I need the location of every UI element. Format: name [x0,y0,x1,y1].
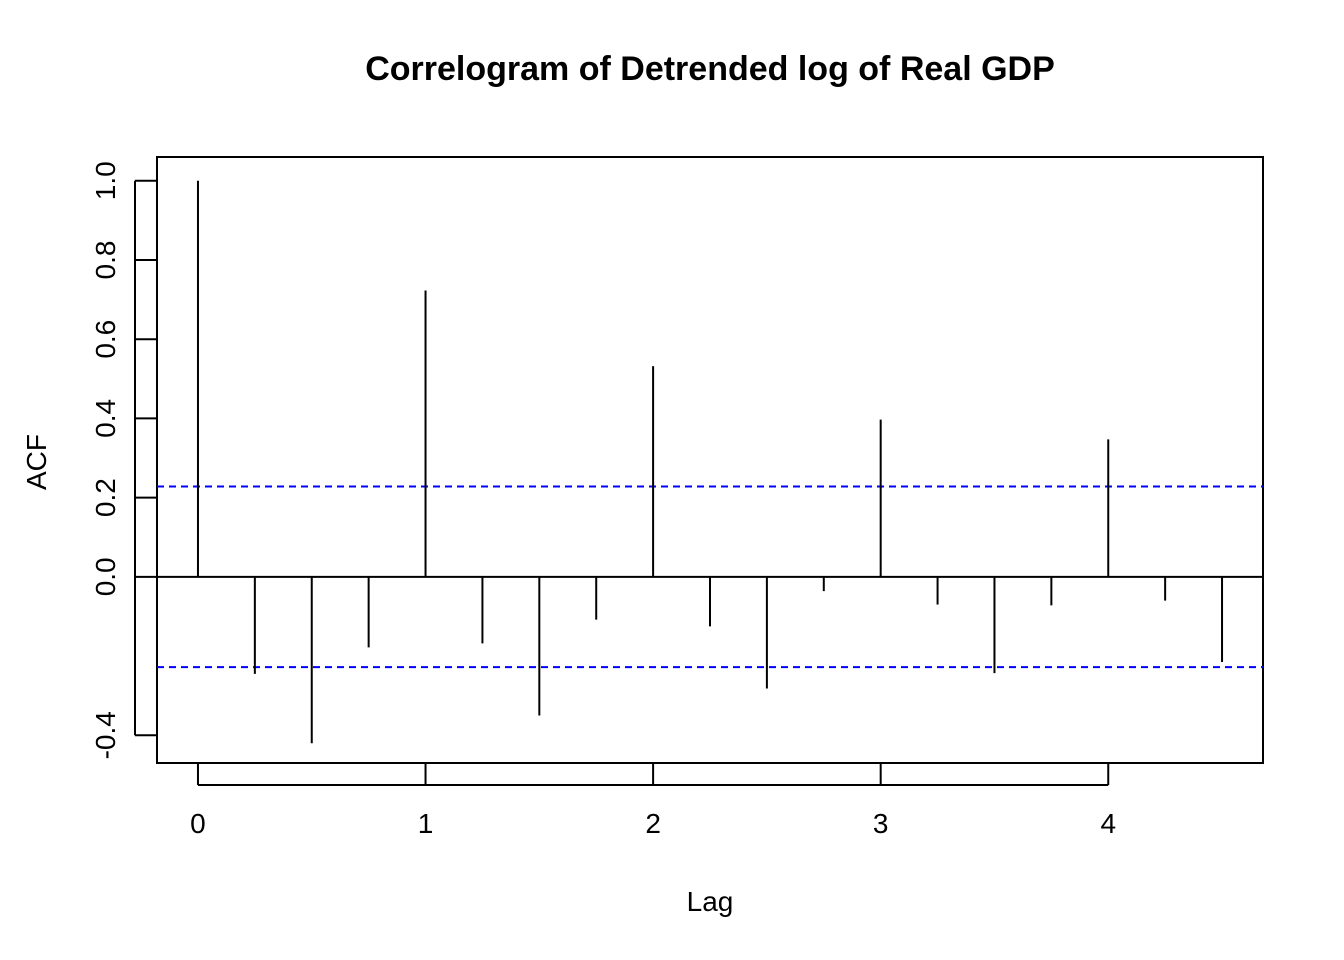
x-tick-label-4: 4 [1100,808,1116,839]
y-tick-label-1: 0.0 [90,557,121,596]
y-tick-label-5: 0.8 [90,241,121,280]
chart-title: Correlogram of Detrended log of Real GDP [365,50,1055,88]
y-tick-label-2: 0.2 [90,478,121,517]
y-axis-label: ACF [21,434,52,490]
y-tick-label-0: -0.4 [90,711,121,759]
plot-area: 0 1 2 3 4 -0.4 0.0 0.2 0.4 0.6 0.8 1.0 [90,156,1264,839]
x-tick-label-0: 0 [190,808,206,839]
x-tick-label-3: 3 [873,808,889,839]
x-axis-label: Lag [687,886,734,917]
y-tick-label-6: 1.0 [90,161,121,200]
plot-frame [156,156,1264,764]
y-tick-label-4: 0.6 [90,320,121,359]
x-tick-label-2: 2 [645,808,661,839]
x-tick-label-1: 1 [418,808,434,839]
y-tick-label-3: 0.4 [90,399,121,438]
